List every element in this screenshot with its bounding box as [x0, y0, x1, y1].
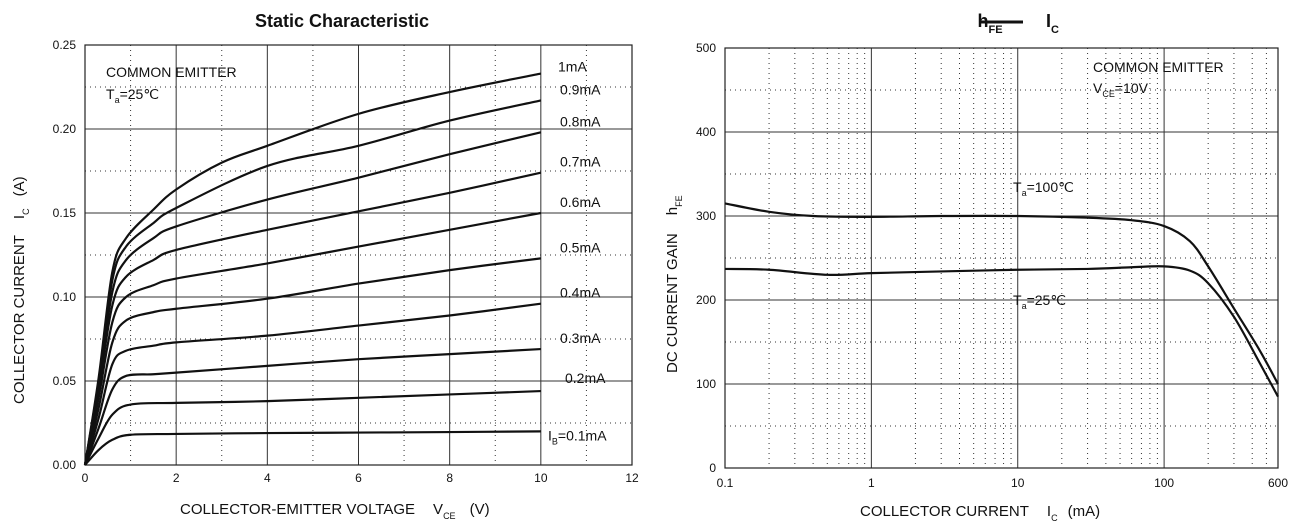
right-x-axis-label: COLLECTOR CURRENT IC (mA): [860, 503, 1100, 522]
left-curve-label: 0.3mA: [560, 330, 601, 346]
left-curve-0-2ma: [84, 389, 541, 466]
left-y-axis-label: COLLECTOR CURRENTIC(A): [11, 176, 31, 404]
left-curve-0-3ma: [83, 347, 541, 466]
static-characteristic-chart: Static Characteristic 0 2 4 6 8 10 12 0.00 0.05 0…: [11, 11, 639, 521]
right-y-tick-label: 300: [696, 209, 716, 223]
right-y-tick-label: 400: [696, 125, 716, 139]
left-curves: [83, 72, 542, 466]
left-x-tick-label: 6: [355, 471, 362, 485]
right-x-tick-label: 1: [868, 476, 875, 490]
left-annotation-line2: Ta=25℃: [106, 86, 159, 105]
left-y-tick-label: 0.00: [53, 458, 77, 472]
right-series-label-25c: Ta=25℃: [1013, 292, 1066, 311]
left-grid: [84, 44, 633, 466]
left-y-tick-label: 0.25: [53, 38, 77, 52]
right-chart-title-ic: IC: [1046, 11, 1059, 36]
left-x-tick-label: 12: [625, 471, 639, 485]
left-plot-frame: [84, 44, 633, 466]
left-y-tick-label: 0.05: [53, 374, 77, 388]
left-x-tick-label: 10: [534, 471, 548, 485]
right-curves: [724, 202, 1279, 398]
left-y-tick-label: 0.15: [53, 206, 77, 220]
left-chart-title: Static Characteristic: [255, 11, 429, 31]
left-y-tick-label: 0.10: [53, 290, 77, 304]
right-y-tick-label: 500: [696, 41, 716, 55]
left-x-axis-label: COLLECTOR-EMITTER VOLTAGE VCE (V): [180, 501, 490, 521]
left-curve-i-b-0-1ma: [84, 430, 541, 466]
left-curve-0-7ma: [83, 171, 542, 466]
left-curve-0-4ma: [83, 302, 541, 466]
left-x-tick-label: 0: [82, 471, 89, 485]
left-curve-label: IB=0.1mA: [548, 427, 607, 446]
left-x-tick-label: 4: [264, 471, 271, 485]
right-x-tick-label: 600: [1268, 476, 1288, 490]
left-curve-labels: IB=0.1mA 0.2mA 0.3mA 0.4mA 0.5mA 0.6mA 0.7mA 0.…: [548, 59, 607, 447]
left-curve-label: 0.2mA: [565, 370, 606, 386]
static-characteristic-svg: Static Characteristic 0 2 4 6 8 10 120.000.050…: [11, 11, 639, 521]
right-annotation-line2: VCE=10V: [1093, 80, 1149, 99]
right-plot-frame: [724, 47, 1279, 469]
left-x-tick-label: 2: [173, 471, 180, 485]
left-curve-label: 0.9mA: [560, 81, 601, 97]
left-curve-0-6ma: [83, 211, 542, 466]
right-x-tick-label: 10: [1011, 476, 1025, 490]
left-y-tick-label: 0.20: [53, 122, 77, 136]
right-curve-25c: [724, 265, 1279, 398]
right-x-tick-label: 100: [1154, 476, 1174, 490]
right-y-tick-label: 200: [696, 293, 716, 307]
left-curve-1ma: [83, 72, 542, 466]
left-curve-label: 0.8mA: [560, 113, 601, 129]
left-curve-label: 0.6mA: [560, 194, 601, 210]
right-annotation: COMMON EMITTER VCE=10V: [1093, 59, 1224, 99]
right-annotation-line1: COMMON EMITTER: [1093, 59, 1224, 75]
right-tick-labels: 0.1 1 10 100 600 0 100 200 300 400 500: [696, 41, 1288, 490]
left-curve-label: 0.7mA: [560, 154, 601, 170]
right-curve-100c: [724, 202, 1279, 385]
left-annotation-line1: COMMON EMITTER: [106, 64, 237, 80]
left-annotation: COMMON EMITTER Ta=25℃: [106, 64, 237, 105]
right-grid: [724, 47, 1279, 469]
left-curve-label: 0.5mA: [560, 239, 601, 255]
left-curve-label: 1mA: [558, 59, 587, 75]
left-x-tick-label: 8: [446, 471, 453, 485]
right-y-tick-label: 100: [696, 377, 716, 391]
right-x-tick-label: 0.1: [717, 476, 734, 490]
right-series-label-100c: Ta=100℃: [1013, 179, 1074, 198]
left-tick-labels: 0 2 4 6 8 10 12 0.00 0.05 0.10 0.15 0.20 0.25: [53, 38, 639, 485]
right-y-tick-label: 0: [709, 461, 716, 475]
left-curve-0-5ma: [83, 257, 541, 466]
left-curve-label: 0.4mA: [560, 285, 601, 301]
right-y-axis-label: DC CURRENT GAINhFE: [664, 195, 684, 373]
